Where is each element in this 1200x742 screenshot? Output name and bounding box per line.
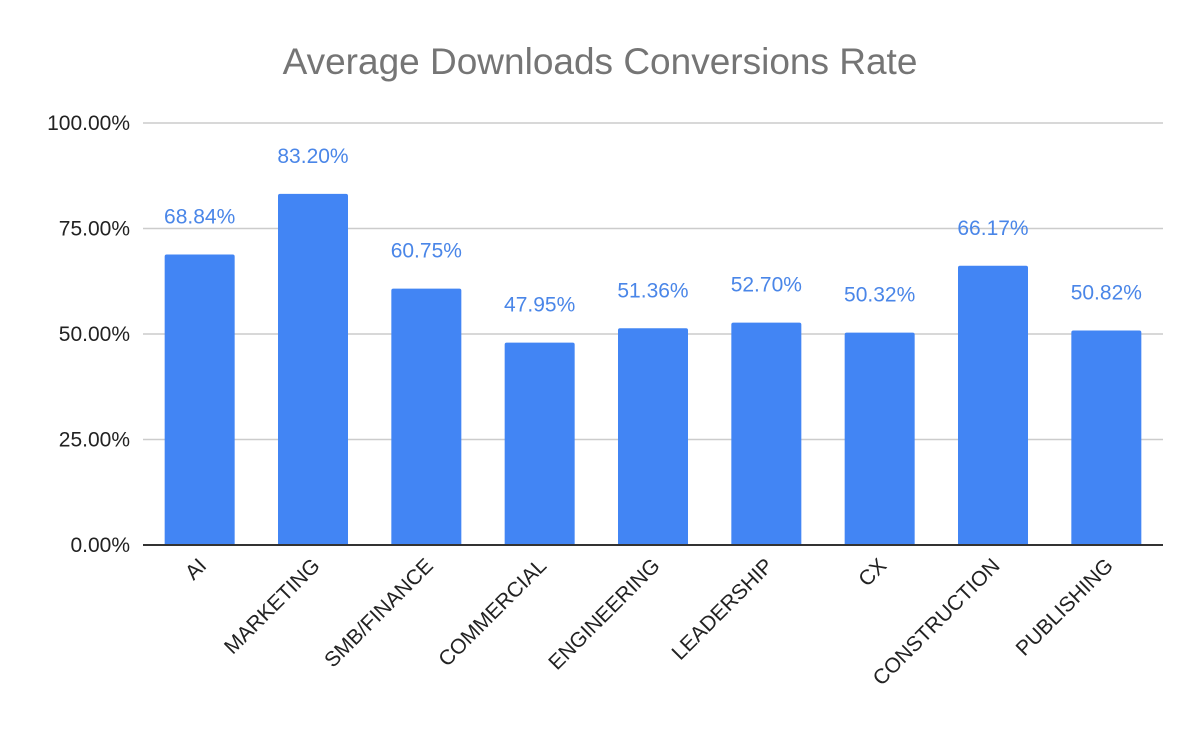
x-tick-label: SMB/FINANCE xyxy=(320,554,438,672)
x-tick-label: LEADERSHIP xyxy=(668,554,778,664)
chart-title: Average Downloads Conversions Rate xyxy=(283,41,918,82)
x-tick-label: COMMERCIAL xyxy=(434,554,551,671)
x-tick-label: CONSTRUCTION xyxy=(869,554,1005,690)
data-label: 51.36% xyxy=(617,279,688,302)
x-tick-label: MARKETING xyxy=(220,554,325,659)
x-tick-label: AI xyxy=(181,554,211,584)
y-tick-label: 100.00% xyxy=(47,112,130,135)
data-label: 66.17% xyxy=(957,217,1028,240)
y-tick-label: 75.00% xyxy=(59,218,130,241)
bar xyxy=(391,288,462,545)
data-label: 83.20% xyxy=(277,145,348,168)
data-label: 60.75% xyxy=(391,240,462,263)
data-labels: 68.84% 83.20% 60.75% 47.95% 51.36% 52.70% 50.3… xyxy=(164,145,1142,317)
data-label: 52.70% xyxy=(731,274,802,297)
x-tick-label: ENGINEERING xyxy=(544,554,664,674)
y-axis: 0.00% 25.00% 50.00% 75.00% 100.00% xyxy=(47,112,130,557)
x-tick-label: CX xyxy=(854,554,891,591)
bar xyxy=(958,265,1028,545)
bar xyxy=(1071,330,1142,545)
bar xyxy=(731,322,802,545)
data-label: 50.32% xyxy=(844,284,915,307)
x-tick-label: PUBLISHING xyxy=(1012,554,1118,660)
bar xyxy=(504,342,575,545)
bar xyxy=(278,193,348,545)
y-tick-label: 0.00% xyxy=(70,534,130,557)
y-tick-label: 25.00% xyxy=(59,429,130,452)
y-tick-label: 50.00% xyxy=(59,323,130,346)
data-label: 47.95% xyxy=(504,294,575,317)
x-axis: AI MARKETINGSMB/FINANCECOMMERCIALENGINEER… xyxy=(143,544,1163,690)
data-label: 50.82% xyxy=(1071,282,1142,305)
data-label: 68.84% xyxy=(164,205,235,228)
bar xyxy=(164,254,235,546)
bars xyxy=(164,193,1142,546)
bar xyxy=(618,328,688,545)
bar xyxy=(844,332,915,545)
